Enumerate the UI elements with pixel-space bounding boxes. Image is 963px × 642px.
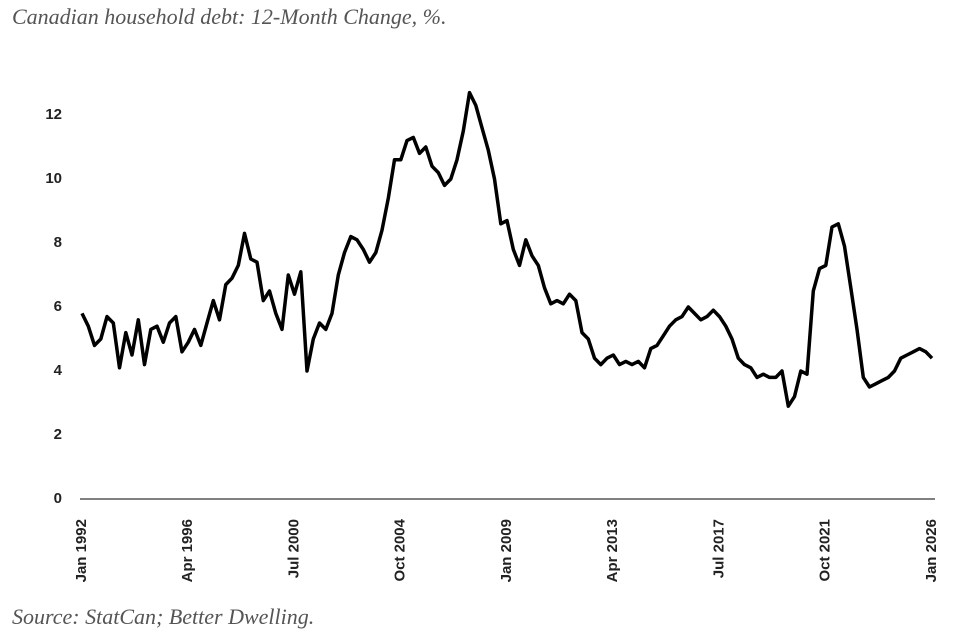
x-tick-label: Jan 2009 [498, 519, 515, 582]
x-tick-label: Jan 2026 [923, 519, 940, 582]
y-tick-label: 0 [54, 490, 62, 507]
x-tick-label: Jul 2017 [710, 519, 727, 578]
y-tick-label: 8 [54, 234, 62, 251]
x-tick-label: Apr 1996 [179, 519, 196, 582]
chart-source: Source: StatCan; Better Dwelling. [12, 604, 314, 629]
y-tick-label: 6 [54, 298, 62, 315]
y-tick-label: 4 [54, 362, 63, 379]
x-tick-label: Apr 2013 [604, 519, 621, 582]
y-tick-label: 2 [54, 426, 62, 443]
x-tick-label: Jul 2000 [285, 519, 302, 578]
chart-title: Canadian household debt: 12-Month Change… [12, 4, 446, 29]
y-tick-label: 12 [45, 106, 62, 123]
x-tick-label: Jan 1992 [73, 519, 90, 582]
x-tick-label: Oct 2004 [392, 518, 409, 581]
data-line [80, 90, 934, 408]
y-tick-label: 10 [45, 170, 62, 187]
x-tick-label: Oct 2021 [817, 519, 834, 582]
